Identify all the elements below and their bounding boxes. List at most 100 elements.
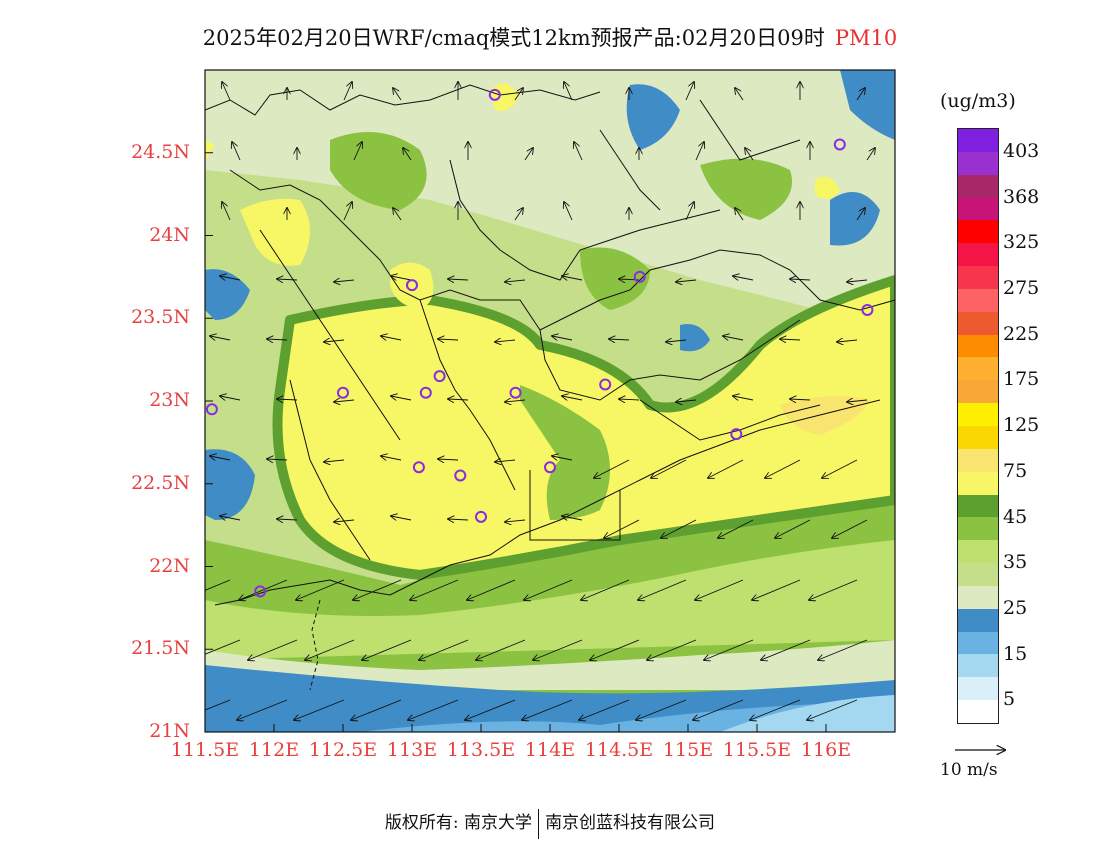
- wind-arrow: [564, 82, 573, 101]
- wind-arrow: [237, 699, 288, 720]
- legend-swatch: [958, 197, 998, 221]
- legend-unit: (ug/m3): [940, 90, 1016, 112]
- wind-arrow: [579, 699, 630, 720]
- x-tick-label: 116E: [800, 739, 852, 761]
- wind-arrow: [362, 639, 412, 660]
- wind-arrow: [708, 459, 744, 478]
- coastline-dashed: [309, 599, 321, 691]
- station-marker: [433, 370, 446, 383]
- station-marker: [861, 303, 874, 316]
- admin-boundaries: [205, 84, 895, 561]
- wind-arrow: [277, 399, 298, 400]
- legend-swatch: [958, 403, 998, 426]
- station-marker: [412, 461, 425, 474]
- field-yellow-edge: [205, 140, 215, 160]
- wind-arrow: [448, 519, 469, 520]
- wind-arrow: [248, 639, 298, 660]
- wind-arrow: [448, 399, 469, 400]
- wind-arrow: [205, 639, 241, 655]
- wind-arrow: [514, 88, 523, 101]
- wind-arrow: [790, 399, 811, 400]
- wind-arrow: [750, 699, 801, 720]
- wind-arrow: [410, 579, 459, 600]
- wind-arrow: [666, 340, 687, 342]
- station-marker: [475, 510, 487, 523]
- color-legend: [957, 128, 999, 724]
- wind-arrow: [718, 519, 754, 538]
- legend-swatch: [958, 448, 998, 472]
- wind-arrow: [353, 579, 402, 600]
- wind-arrow: [294, 699, 345, 720]
- y-tick-label: 22N: [149, 554, 190, 577]
- field-blue-patch-n: [626, 84, 680, 150]
- legend-label: 35: [1003, 551, 1028, 574]
- field-green-ne: [700, 158, 792, 220]
- wind-arrow: [476, 639, 526, 660]
- x-tick-label: 113E: [386, 739, 438, 761]
- legend-label: 368: [1003, 185, 1040, 208]
- wind-arrow: [723, 336, 744, 340]
- legend-swatch: [958, 700, 998, 723]
- wind-arrow: [562, 516, 583, 520]
- wind-arrow: [676, 280, 697, 282]
- legend-label: 5: [1003, 688, 1016, 711]
- station-marker: [254, 585, 267, 598]
- wind-arrow: [343, 82, 352, 101]
- wind-arrow: [693, 699, 744, 720]
- wind-arrow: [381, 336, 402, 340]
- wind-arrow: [647, 639, 697, 660]
- legend-swatch: [958, 129, 998, 152]
- wind-arrow: [353, 142, 362, 161]
- field-blue-patch-e: [830, 192, 880, 246]
- footer-separator: [538, 808, 540, 839]
- x-tick-label: 111.5E: [170, 739, 240, 761]
- pollutant-label: PM10: [834, 26, 898, 50]
- wind-arrow: [514, 208, 523, 221]
- wind-arrow: [495, 460, 516, 462]
- wind-arrow: [604, 519, 640, 538]
- legend-label: 15: [1003, 642, 1028, 665]
- field-blue-patch-sw: [205, 449, 255, 520]
- wind-arrow: [847, 280, 868, 282]
- x-tick-label: 115E: [662, 739, 714, 761]
- wind-arrow: [661, 519, 697, 538]
- wind-arrow: [651, 459, 687, 478]
- wind-arrow: [232, 142, 241, 161]
- legend-swatch: [958, 288, 998, 312]
- wind-arrow: [847, 400, 868, 402]
- wind-arrow: [704, 639, 754, 660]
- legend-swatch: [958, 174, 998, 198]
- station-marker: [337, 386, 349, 399]
- y-tick-label: 23.5N: [131, 306, 190, 329]
- wind-arrow: [495, 340, 516, 342]
- wind-arrow: [866, 148, 875, 161]
- wind-arrow: [267, 339, 288, 340]
- field-sea-lowest: [720, 695, 895, 732]
- concentration-field: [205, 70, 895, 732]
- wind-arrow: [761, 639, 811, 660]
- wind-arrow: [522, 699, 573, 720]
- wind-arrow: [305, 639, 355, 660]
- y-tick-label: 21.5N: [131, 637, 190, 660]
- wind-arrow: [205, 699, 231, 711]
- wind-arrow: [505, 400, 526, 402]
- wind-arrow: [524, 579, 573, 600]
- legend-label: 45: [1003, 505, 1028, 528]
- field-yellow-east: [780, 396, 870, 435]
- wind-arrow: [735, 208, 744, 221]
- legend-label: 125: [1003, 414, 1040, 437]
- wind-arrow: [533, 639, 583, 660]
- field-green-mid: [580, 247, 650, 310]
- wind-arrow: [552, 456, 573, 460]
- station-marker: [419, 386, 432, 399]
- wind-arrow: [467, 579, 516, 600]
- wind-arrow: [334, 520, 355, 522]
- legend-swatch: [958, 608, 998, 632]
- wind-arrow: [438, 339, 459, 340]
- wind-arrow: [695, 579, 744, 600]
- legend-label: 325: [1003, 231, 1040, 254]
- wind-arrow: [685, 82, 694, 101]
- wind-arrow: [438, 459, 459, 460]
- wind-arrow: [277, 519, 298, 520]
